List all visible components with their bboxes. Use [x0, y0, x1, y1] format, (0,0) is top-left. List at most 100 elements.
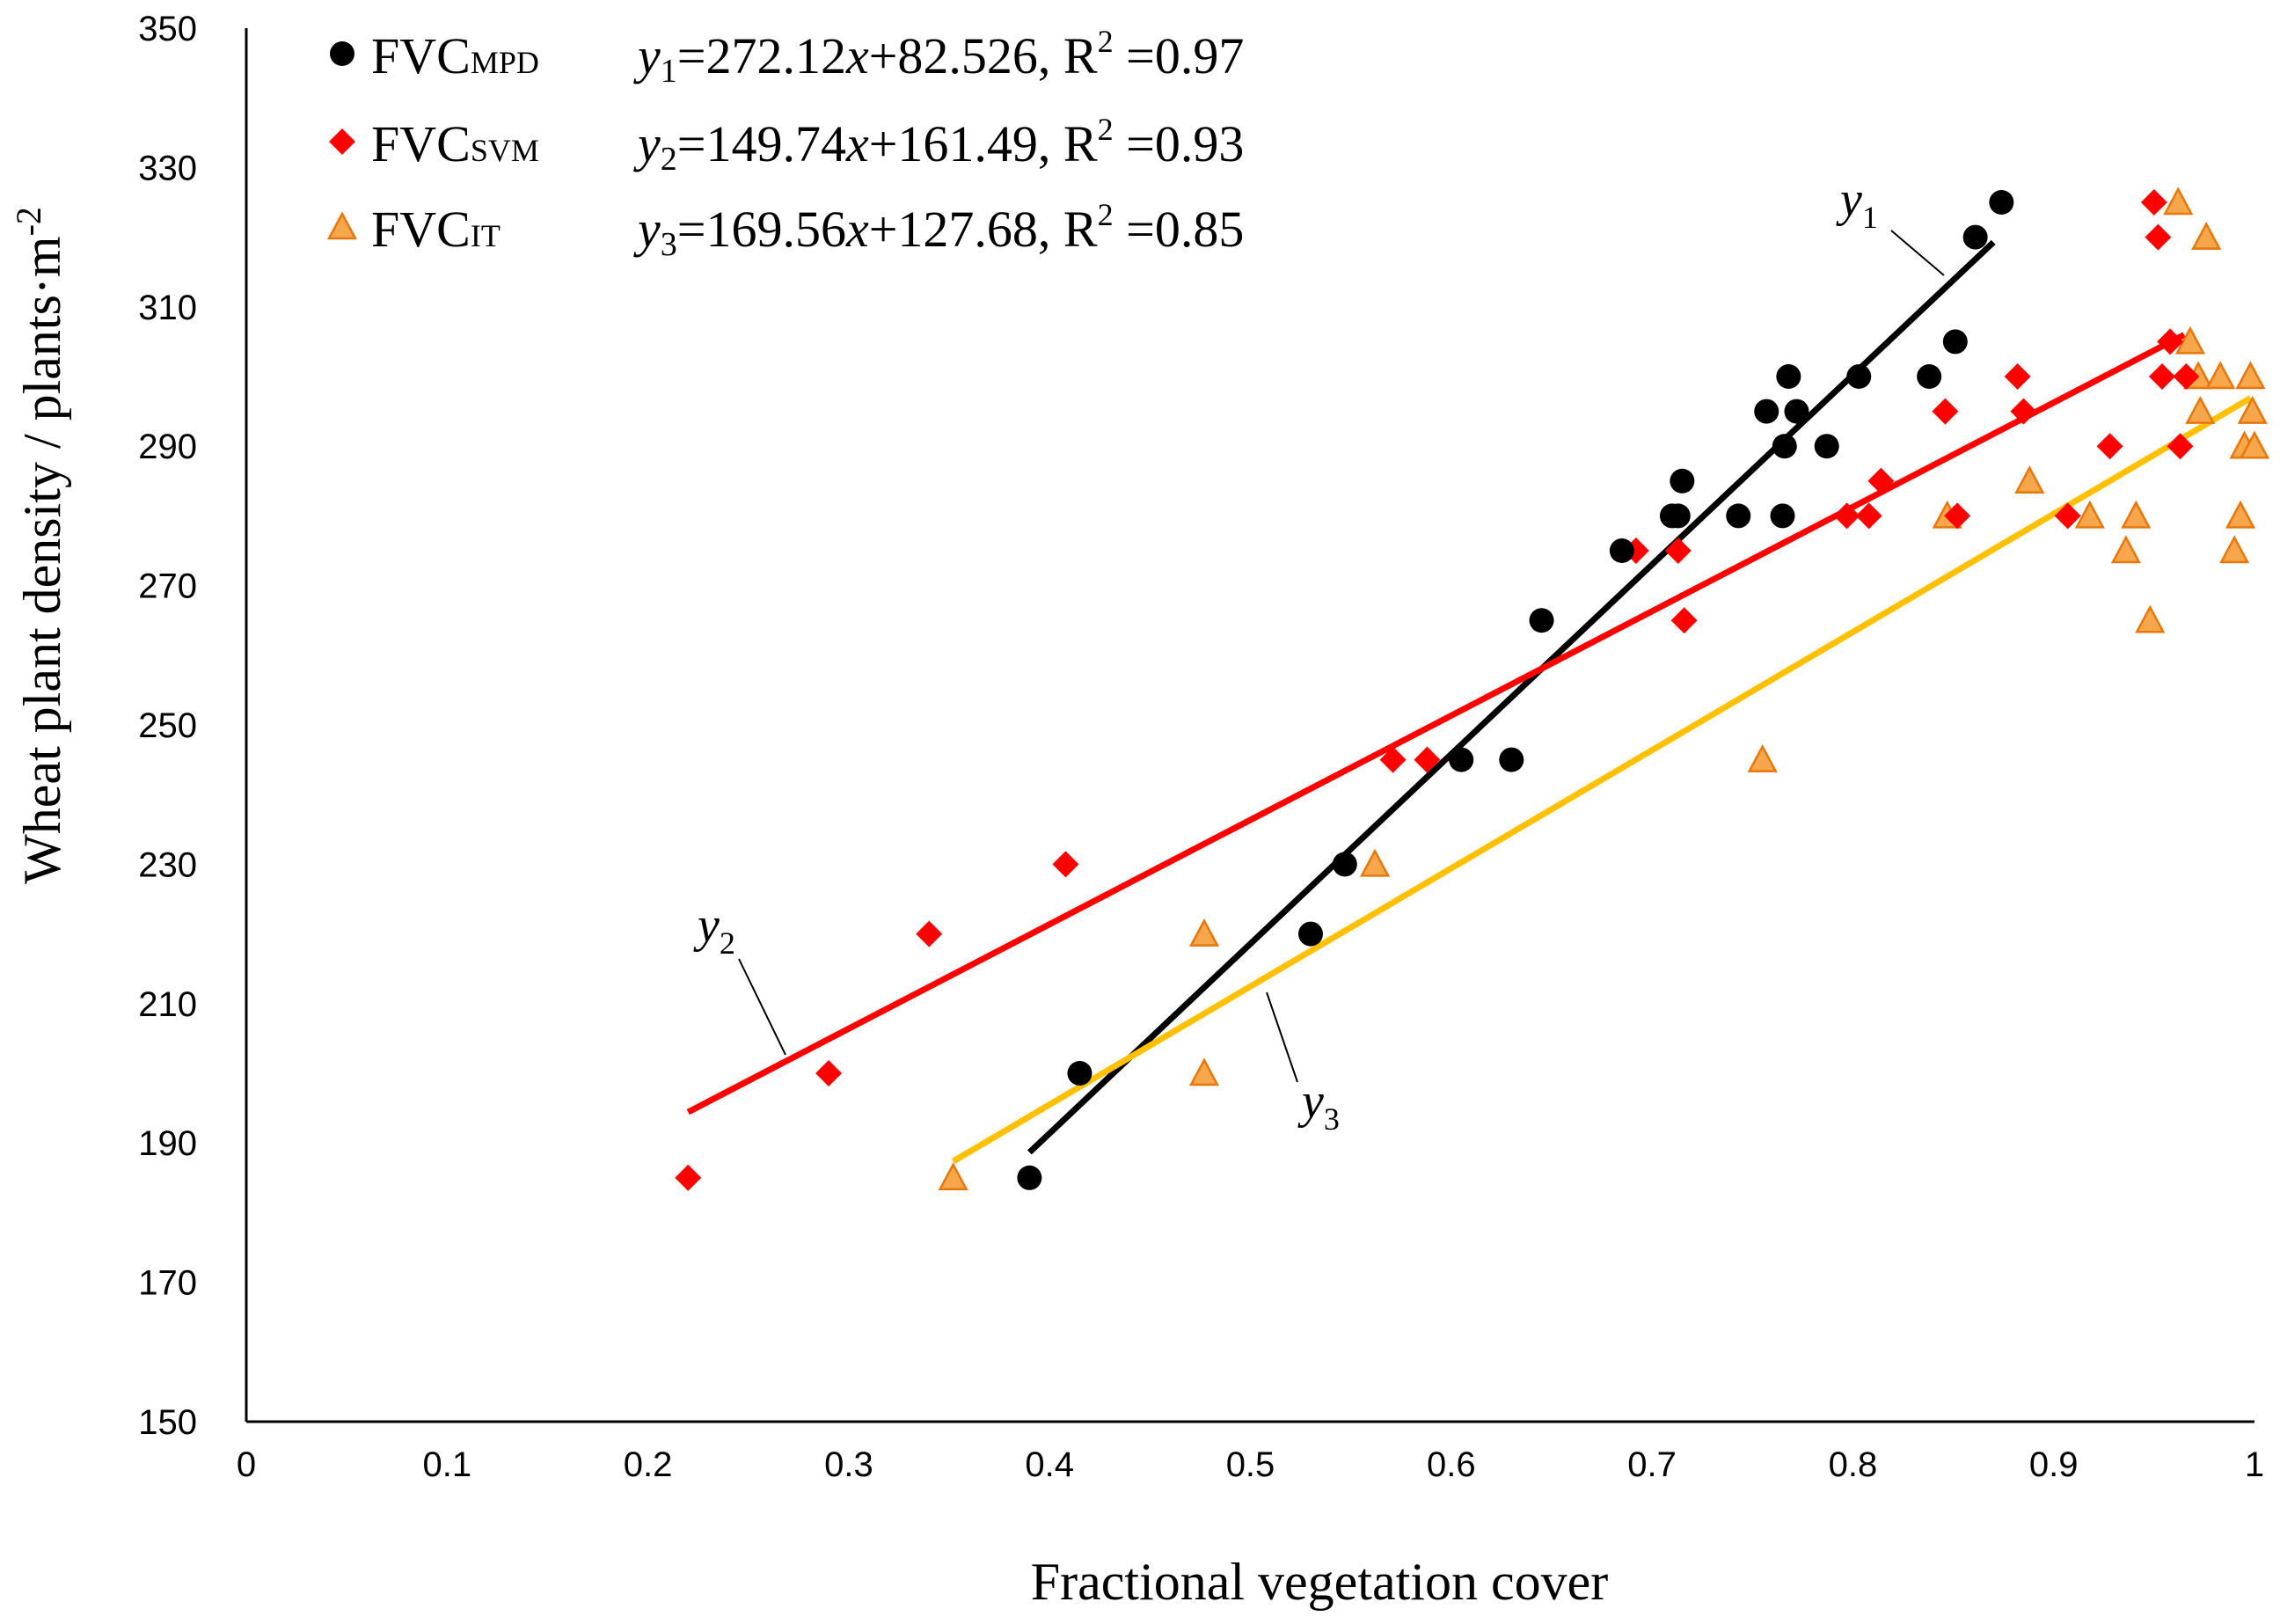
data-point-svm: [1833, 502, 1860, 530]
x-tick-label: 0.6: [1427, 1445, 1476, 1484]
data-point-svm: [2010, 398, 2037, 425]
data-point-it: [2121, 500, 2152, 529]
y-tick-label: 190: [138, 1124, 197, 1163]
data-point-it: [2191, 221, 2222, 250]
data-point-svm: [2173, 363, 2200, 390]
data-point-mpd: [1770, 503, 1795, 529]
line-label-leader: [1890, 230, 1945, 276]
data-point-it: [1359, 848, 1391, 877]
data-point-mpd: [1814, 434, 1839, 459]
legend-marker-it: [326, 211, 358, 240]
data-point-svm: [2096, 433, 2123, 460]
data-point-svm: [1944, 502, 1971, 530]
data-point-svm: [815, 1060, 843, 1086]
y-axis-title: Wheat plant density / plants·m-2: [9, 207, 71, 884]
legend-label-svm: FVCSVM: [371, 115, 539, 172]
y-axis-title-sup: -2: [9, 207, 48, 236]
line-label-leader: [1266, 991, 1298, 1083]
data-point-svm: [2145, 223, 2172, 251]
line-label-mpd: y1: [1836, 172, 1878, 235]
line-labels: y1 y2 y3: [693, 172, 1945, 1137]
axes-group: [245, 28, 2254, 1423]
legend-marker-mpd: [330, 41, 354, 66]
x-tick-label: 0.3: [824, 1445, 873, 1484]
data-point-mpd: [1989, 190, 2014, 215]
legend-equation-it: y3=169.56x+127.68, R2 =0.85: [633, 197, 1244, 263]
data-point-it: [2174, 326, 2206, 355]
data-point-it: [1747, 743, 1778, 772]
y-tick-label: 210: [138, 985, 197, 1024]
legend-label-mpd: FVCMPD: [371, 27, 539, 84]
data-markers: [675, 187, 2270, 1191]
y-tick-label: 230: [138, 845, 197, 884]
data-point-it: [2163, 187, 2194, 216]
data-point-svm: [2054, 502, 2081, 530]
y-tick-label: 170: [138, 1264, 197, 1303]
data-point-it: [1188, 1057, 1220, 1086]
data-point-it: [1188, 918, 1220, 947]
data-point-mpd: [1499, 747, 1524, 772]
data-point-svm: [2004, 363, 2031, 390]
data-point-svm: [2140, 189, 2167, 216]
x-tick-label: 0: [237, 1445, 256, 1484]
data-point-it: [2225, 500, 2256, 529]
data-point-mpd: [1784, 399, 1809, 424]
data-point-svm: [1932, 398, 1959, 425]
x-tick-label: 0.5: [1226, 1445, 1275, 1484]
data-point-mpd: [1962, 224, 1988, 250]
data-point-it: [2239, 430, 2270, 459]
data-point-svm: [2148, 363, 2175, 390]
x-tick-label: 0.7: [1627, 1445, 1677, 1484]
x-tick-label: 0.9: [2029, 1445, 2079, 1484]
data-point-mpd: [1776, 364, 1801, 389]
data-point-mpd: [1846, 364, 1872, 389]
data-point-mpd: [1529, 608, 1554, 633]
y-tick-label: 150: [138, 1403, 197, 1442]
y-tick-label: 250: [138, 706, 197, 745]
y-tick-label: 330: [138, 149, 197, 187]
data-point-mpd: [1449, 747, 1474, 772]
data-point-it: [2235, 361, 2266, 390]
fit-line-mpd: [1027, 239, 1996, 1155]
x-tick-label: 0.8: [1829, 1445, 1878, 1484]
data-point-it: [2237, 395, 2268, 424]
y-axis-title-main: Wheat plant density / plants·m: [13, 236, 71, 884]
legend-marker-svm: [329, 128, 355, 155]
data-point-mpd: [1332, 852, 1357, 877]
data-point-svm: [1670, 607, 1698, 634]
data-point-mpd: [1772, 434, 1797, 459]
x-axis-title: Fractional vegetation cover: [1031, 1553, 1608, 1611]
data-point-mpd: [1754, 399, 1779, 424]
data-point-it: [2014, 465, 2045, 494]
legend-equation-svm: y2=149.74x+161.49, R2 =0.93: [633, 112, 1244, 178]
x-tick-label: 0.1: [422, 1445, 471, 1484]
y-tick-label: 290: [138, 428, 197, 466]
data-point-it: [2219, 535, 2250, 564]
line-label-it: y3: [1297, 1074, 1340, 1137]
data-point-it: [2205, 361, 2236, 390]
data-point-svm: [1414, 746, 1441, 773]
data-point-svm: [1052, 851, 1079, 878]
data-point-mpd: [1297, 921, 1323, 947]
data-point-mpd: [1726, 503, 1751, 529]
data-point-it: [2185, 395, 2216, 424]
fit-line-svm: [686, 332, 2186, 1116]
data-point-svm: [675, 1164, 702, 1191]
data-point-it: [2074, 500, 2105, 529]
data-point-it: [2110, 535, 2141, 564]
fit-line-it: [951, 395, 2253, 1165]
data-point-it: [938, 1162, 968, 1191]
fit-lines: [686, 239, 2253, 1165]
data-point-svm: [2167, 433, 2194, 460]
data-point-mpd: [1942, 329, 1968, 355]
x-tick-label: 0.4: [1025, 1445, 1074, 1484]
data-point-mpd: [1670, 468, 1695, 494]
data-point-mpd: [1609, 538, 1634, 563]
data-point-svm: [1855, 502, 1882, 530]
data-point-svm: [2157, 328, 2184, 355]
legend-equation-mpd: y1=272.12x+82.526, R2 =0.97: [633, 24, 1244, 90]
data-point-svm: [1379, 746, 1407, 773]
tick-labels: 0 0.1 0.2 0.3 0.4 0.5 0.6 0.7 0.8 0.9 1 150 170 190 21…: [138, 10, 2264, 1484]
data-point-mpd: [1917, 364, 1942, 389]
